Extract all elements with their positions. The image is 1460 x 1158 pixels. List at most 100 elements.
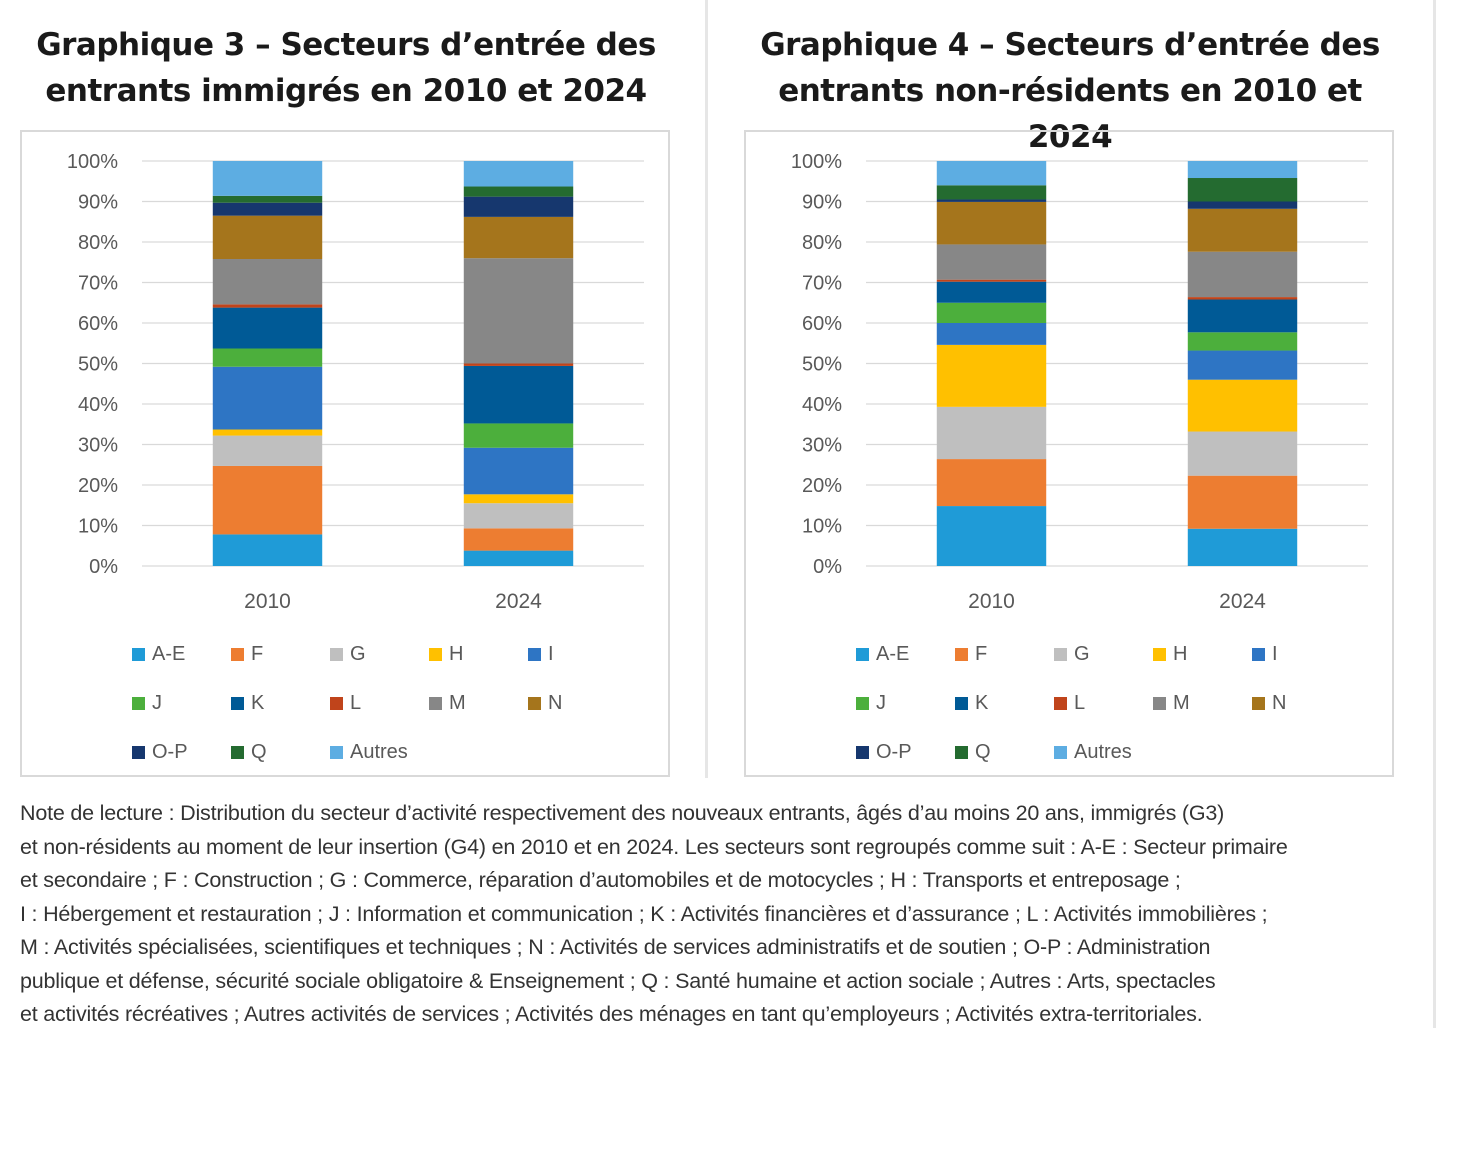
chart-3-bar-2024-i [463,447,574,495]
chart-3-legend-item-f: F [231,640,263,668]
chart-3-legend-swatch [132,745,145,759]
chart-3-legend-item-i: I [528,640,554,668]
chart-3-legend-label: J [152,691,162,714]
chart-4-legend-swatch [1153,696,1166,710]
chart-4-legend-label: Autres [1074,740,1132,763]
chart-4-y-tick-label: 50% [802,354,842,376]
reading-note: Note de lecture : Distribution du secteu… [20,797,1415,1032]
chart-4-title: Graphique 4 – Secteurs d’entrée des entr… [744,22,1396,160]
chart-3-legend-swatch [231,696,244,710]
chart-4-legend-label: Q [975,740,991,763]
chart-3-bar-2010-h [212,429,323,436]
chart-3-legend-item-g: G [330,640,366,668]
chart-3-bar-2010-q [212,195,323,203]
chart-3-legend-label: F [251,642,264,665]
chart-3-legend-swatch [132,696,145,710]
chart-3-bar-2024-h [463,494,574,504]
chart-4-bar-2010-l [936,279,1047,282]
chart-4-legend-swatch [856,745,869,759]
chart-4-y-tick-label: 10% [802,516,842,538]
chart-3-bar-2024-l [463,363,574,366]
chart-4-y-tick-label: 0% [813,556,842,578]
chart-4-bar-2010-f [936,459,1047,507]
chart-3-title: Graphique 3 – Secteurs d’entrée des entr… [20,22,672,114]
chart-4-y-tick-label: 40% [802,394,842,416]
chart-3-bar-2010-g [212,435,323,466]
chart-3-legend-label: K [251,691,265,714]
chart-3-y-tick-label: 90% [78,192,118,214]
chart-3-bar-2010-j [212,348,323,367]
chart-4-y-tick-label: 90% [802,192,842,214]
chart-3-legend-item-k: K [231,689,264,717]
note-line: et secondaire ; F : Construction ; G : C… [20,868,1181,892]
chart-3-bar-2024-a-e [463,550,574,566]
chart-3-x-tick-label: 2010 [244,590,291,613]
chart-3-legend-item-n: N [528,689,562,717]
chart-4-y-tick-label: 60% [802,313,842,335]
chart-4-bar-2024-f [1187,475,1298,529]
note-line: M : Activités spécialisées, scientifique… [20,935,1211,959]
chart-4-legend-label: K [975,691,989,714]
chart-4-bar-2024-m [1187,251,1298,298]
chart-3-y-tick-label: 100% [67,151,118,173]
chart-4-y-tick-label: 100% [791,151,842,173]
chart-3-legend-label: Autres [350,740,408,763]
chart-4-legend-swatch [955,696,968,710]
chart-3-legend-item-autres: Autres [330,738,408,766]
chart-3-legend-label: G [350,642,366,665]
chart-4-bar-2024-k [1187,299,1298,333]
chart-4-bar-2024-g [1187,431,1298,476]
note-line: I : Hébergement et restauration ; J : In… [20,901,1268,926]
chart-4-bar-2024-autres [1187,161,1298,179]
chart-4-bar-2024-q [1187,178,1298,202]
chart-3-bar-2024-j [463,423,574,448]
chart-3-bar-2024-k [463,365,574,424]
chart-4-bar-2010-q [936,185,1047,200]
chart-4-legend-swatch [1054,696,1067,710]
chart-3-bar-2024-o-p [463,196,574,217]
chart-4-legend-label: N [1272,691,1287,714]
chart-4-bar-2024-h [1187,379,1298,432]
chart-3-y-tick-label: 80% [78,232,118,254]
chart-3-legend-item-a-e: A-E [132,640,185,668]
chart-3-legend-swatch [231,745,244,759]
chart-4-bar-2024-o-p [1187,201,1298,209]
chart-4-legend-swatch [856,647,869,661]
chart-3-y-tick-label: 20% [78,475,118,497]
chart-3-bar-2024-autres [463,161,574,187]
chart-4-legend-item-k: K [955,689,988,717]
chart-4-bar-2010-autres [936,161,1047,186]
chart-4-legend-item-f: F [955,640,987,668]
chart-3-legend-item-o-p: O-P [132,738,188,766]
chart-3-title-line-2: entrants immigrés en 2010 et 2024 [45,73,647,109]
chart-4-legend-item-h: H [1153,640,1187,668]
chart-4-bar-2010-h [936,344,1047,407]
chart-3-bar-2010-autres [212,161,323,196]
chart-4-legend-item-o-p: O-P [856,738,912,766]
chart-3-legend-swatch [528,696,541,710]
chart-4-bar-2010-a-e [936,506,1047,566]
chart-3-plot: 0% 10% 20% 30% 40% 50% 60% 70% 80% 90% 100% 2010 202… [67,151,644,613]
chart-4-legend-item-m: M [1153,689,1190,717]
chart-4-legend-swatch [1252,647,1265,661]
chart-4-legend-item-j: J [856,689,886,717]
chart-3-bar-2010-a-e [212,534,323,566]
chart-3-legend-swatch [528,647,541,661]
chart-4-legend-label: A-E [876,642,910,665]
chart-3-bar-2024-n [463,216,574,259]
chart-3-y-tick-label: 30% [78,435,118,457]
chart-4-legend-item-g: G [1054,640,1090,668]
chart-4-plot: 0% 10% 20% 30% 40% 50% 60% 70% 80% 90% 100% 2010 202… [791,151,1368,613]
chart-3-legend-label: M [449,691,466,714]
chart-4-legend-item-q: Q [955,738,991,766]
chart-4-panel: 0% 10% 20% 30% 40% 50% 60% 70% 80% 90% 100% 2010 202… [744,130,1394,777]
chart-3-bar-2010-m [212,259,323,305]
chart-3-y-tick-label: 0% [89,556,118,578]
chart-4-bar-2010-k [936,281,1047,303]
chart-4-bar-2010-j [936,302,1047,323]
chart-3-bar-2010-f [212,465,323,535]
chart-4-legend-label: L [1074,691,1086,714]
chart-3-legend-label: N [548,691,563,714]
chart-4-y-tick-label: 70% [802,273,842,295]
chart-4-bar-2024-a-e [1187,528,1298,566]
